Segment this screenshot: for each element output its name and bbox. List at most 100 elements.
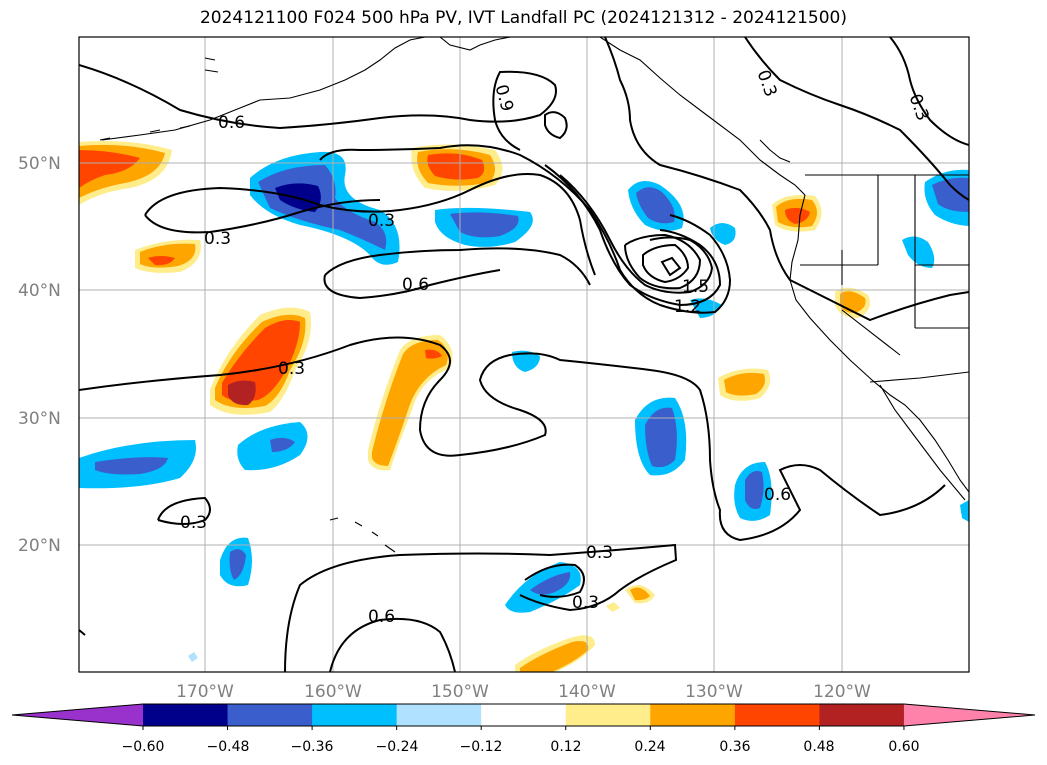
shade-positive — [630, 587, 650, 601]
shade-positive — [785, 207, 810, 224]
shade-positive — [425, 349, 442, 359]
contour-label: 0.3 — [586, 543, 613, 563]
border-us-mexico — [869, 371, 969, 383]
colorbar-segment — [650, 704, 736, 726]
contour-label: 0.3 — [572, 593, 599, 613]
shade-negative — [745, 471, 764, 509]
contour-line — [144, 199, 381, 234]
contour-line — [544, 164, 722, 307]
contour-line — [79, 629, 86, 636]
lat-label: 30°N — [18, 409, 61, 429]
shade-negative — [932, 177, 969, 212]
contour-label: 0.6 — [218, 113, 245, 133]
shade-positive — [228, 380, 256, 406]
coastline-hawaii — [329, 517, 396, 553]
contour-line — [744, 37, 969, 201]
contour-label: 0.3 — [278, 359, 305, 379]
colorbar-tick-label: −0.36 — [291, 739, 334, 755]
shade-positive — [606, 602, 620, 612]
border-state — [800, 175, 969, 356]
colorbar-tick-label: −0.24 — [376, 739, 419, 755]
map-frame — [78, 36, 970, 673]
contour-line — [624, 233, 702, 290]
contour-label: 0.6 — [402, 275, 429, 295]
shade-negative — [710, 223, 736, 245]
colorbar-segment — [396, 704, 482, 726]
shade-negative — [645, 407, 677, 468]
contour-line — [324, 247, 591, 286]
shade-negative — [450, 212, 519, 238]
colorbar-extend-left — [12, 704, 143, 726]
colorbar-tick-label: −0.60 — [122, 739, 165, 755]
contour-line — [604, 37, 969, 322]
colorbar-tick-label: 0.24 — [634, 739, 665, 755]
coastline-aleutian-islands — [99, 57, 219, 141]
contour-line — [642, 243, 690, 284]
colorbar-segment — [312, 704, 398, 726]
colorbar-segment — [481, 704, 567, 726]
lon-label: 130°W — [685, 682, 743, 702]
contour-line — [79, 336, 946, 542]
contour-label: 0.3 — [368, 211, 395, 231]
colorbar-tick-label: 0.60 — [888, 739, 919, 755]
shade-positive — [724, 372, 765, 396]
colorbar-segment — [565, 704, 651, 726]
contour-line — [157, 496, 211, 525]
contours — [79, 37, 969, 672]
gridlines — [79, 37, 969, 672]
shade-negative — [960, 500, 969, 522]
shade-negative — [270, 437, 295, 452]
colorbar-segment — [734, 704, 820, 726]
contour-line — [284, 543, 678, 672]
contour-label: 1.2 — [674, 297, 701, 317]
contour-label: 0.3 — [204, 229, 231, 249]
colorbar-tick-label: −0.12 — [460, 739, 503, 755]
coastline-west-us — [789, 194, 969, 493]
contour-label: 1.5 — [682, 277, 709, 297]
shade-negative — [902, 236, 935, 268]
lon-label: 160°W — [304, 682, 362, 702]
contour-line — [544, 111, 568, 140]
shade-negative — [512, 350, 540, 372]
colorbar-tick-label: 0.36 — [719, 739, 750, 755]
contour-line — [79, 64, 557, 151]
lon-label: 140°W — [558, 682, 616, 702]
colorbar-extend-right — [903, 704, 1035, 726]
shaded-regions — [79, 141, 969, 672]
colorbar-tick-labels: −0.60 −0.48 −0.36 −0.24 −0.12 0.12 0.24 … — [122, 739, 920, 755]
shade-positive — [372, 340, 448, 466]
lat-label: 20°N — [18, 536, 61, 556]
colorbar-tick-label: 0.48 — [803, 739, 834, 755]
contour-label: 0.3 — [180, 513, 207, 533]
colorbar-segment — [819, 704, 905, 726]
shade-positive — [520, 641, 589, 672]
map-content: 0.6 0.9 0.3 0.3 0.3 0.6 1.2 1.5 0.3 0.6 … — [79, 37, 969, 672]
contour-line — [329, 617, 456, 672]
shade-negative — [188, 652, 198, 662]
shade-negative — [530, 572, 571, 595]
coastline-baja — [879, 384, 966, 501]
contour-line — [524, 563, 585, 598]
shade-positive — [427, 153, 485, 180]
colorbar-tick-label: −0.48 — [207, 739, 250, 755]
contour-labels: 0.6 0.9 0.3 0.3 0.3 0.6 1.2 1.5 0.3 0.6 … — [180, 67, 933, 627]
coastline-se-alaska — [599, 37, 806, 196]
map-title: 2024121100 F024 500 hPa PV, IVT Landfall… — [199, 8, 847, 28]
lat-label: 40°N — [18, 281, 61, 301]
lon-label: 150°W — [431, 682, 489, 702]
shade-negative — [229, 549, 246, 580]
lon-label: 120°W — [813, 682, 871, 702]
contour-label: 0.6 — [764, 485, 791, 505]
shade-positive — [148, 256, 175, 266]
colorbar-tick-label: 0.12 — [550, 739, 581, 755]
lat-label: 50°N — [18, 154, 61, 174]
lon-label: 170°W — [176, 682, 234, 702]
longitude-labels: 170°W 160°W 150°W 140°W 130°W 120°W — [176, 682, 871, 702]
shade-positive — [79, 150, 140, 188]
contour-line — [559, 174, 714, 294]
coastline-canada-islands — [759, 139, 791, 163]
colorbar — [11, 703, 1036, 730]
contour-line — [319, 144, 732, 314]
contour-line — [323, 269, 501, 300]
